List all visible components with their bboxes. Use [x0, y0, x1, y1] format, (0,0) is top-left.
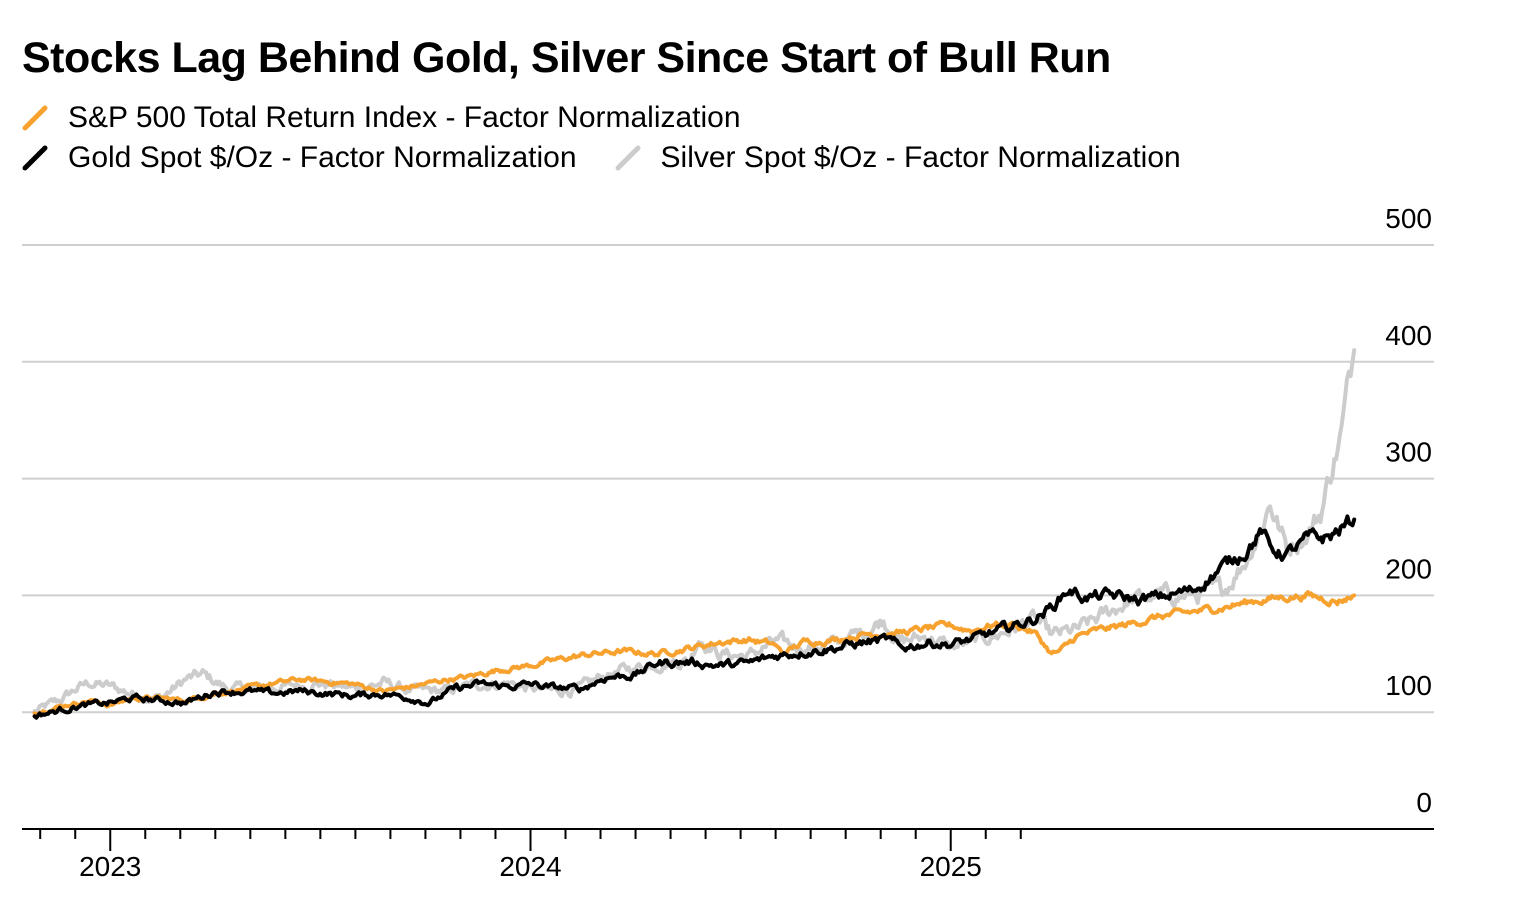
legend-swatch-silver	[615, 145, 641, 171]
y-tick-label-0: 0	[1416, 787, 1432, 818]
y-tick-label-400: 400	[1385, 320, 1432, 351]
y-tick-label-100: 100	[1385, 670, 1432, 701]
y-tick-label-200: 200	[1385, 553, 1432, 584]
legend-row-1: S&P 500 Total Return Index - Factor Norm…	[22, 101, 779, 135]
legend-item-silver: Silver Spot $/Oz - Factor Normalization	[615, 141, 1181, 175]
grid-layer: 0 100 200 300 400 500	[22, 203, 1434, 818]
y-tick-label-500: 500	[1385, 203, 1432, 234]
series-line-silver	[32, 348, 1357, 714]
legend-swatch-sp500	[22, 105, 48, 131]
x-axis: 2023 2024 2025	[22, 828, 1434, 882]
legend-row-2: Gold Spot $/Oz - Factor Normalization Si…	[22, 141, 1219, 175]
legend-swatch-gold	[22, 145, 48, 171]
legend-item-gold: Gold Spot $/Oz - Factor Normalization	[22, 141, 577, 175]
x-tick-label-2024: 2024	[499, 851, 561, 882]
legend-label-sp500: S&P 500 Total Return Index - Factor Norm…	[68, 101, 741, 134]
legend-item-sp500: S&P 500 Total Return Index - Factor Norm…	[22, 101, 741, 135]
series-line-gold	[32, 514, 1357, 720]
x-tick-label-2023: 2023	[79, 851, 141, 882]
legend-swatch-line	[22, 145, 48, 171]
chart-title: Stocks Lag Behind Gold, Silver Since Sta…	[22, 34, 1111, 82]
legend-swatch-line	[22, 105, 48, 131]
x-tick-label-2025: 2025	[920, 851, 982, 882]
series-layer	[32, 348, 1357, 720]
series-line-sp500	[32, 590, 1357, 717]
legend-label-gold: Gold Spot $/Oz - Factor Normalization	[68, 141, 577, 174]
legend-label-silver: Silver Spot $/Oz - Factor Normalization	[660, 141, 1181, 174]
y-tick-label-300: 300	[1385, 437, 1432, 468]
legend-swatch-line	[615, 145, 641, 171]
